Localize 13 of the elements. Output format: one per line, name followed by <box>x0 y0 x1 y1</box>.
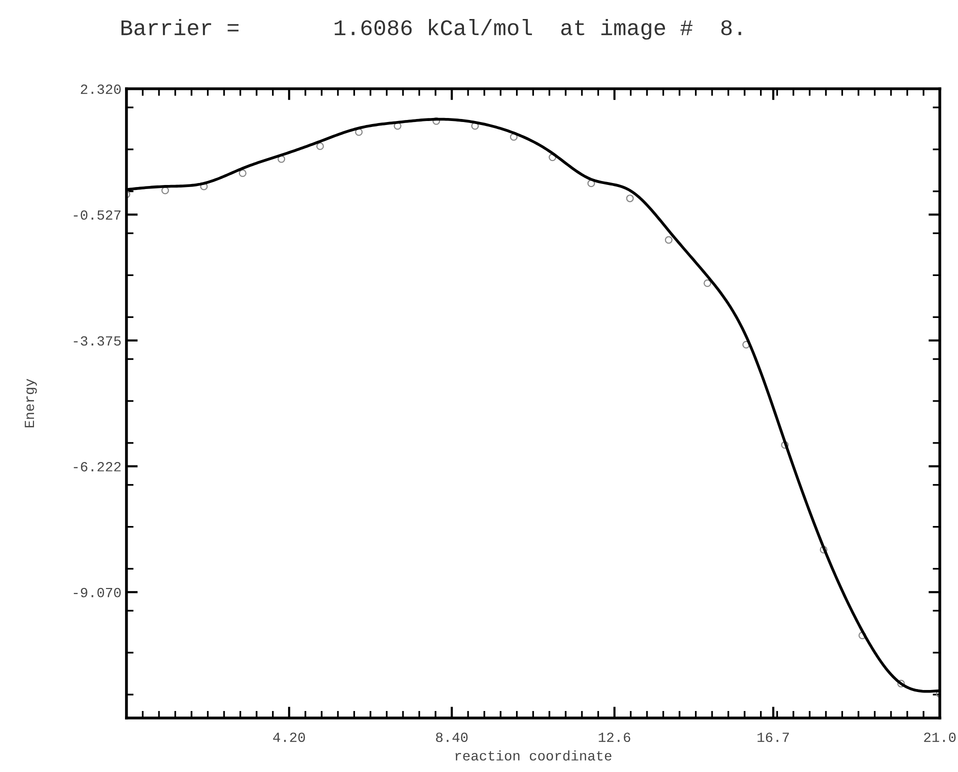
y-tick-label: -6.222 <box>74 462 121 472</box>
y-tick-label: -0.527 <box>74 210 121 220</box>
x-tick-label: 12.6 <box>598 732 630 742</box>
x-tick-label: 4.20 <box>273 732 305 742</box>
y-tick-label: 2.320 <box>80 84 121 94</box>
x-axis-title: reaction coordinate <box>456 750 612 761</box>
x-tick-label: 8.40 <box>436 732 468 742</box>
x-tick-label: 16.7 <box>758 732 789 742</box>
y-tick-label: -3.375 <box>74 336 121 346</box>
y-tick-label: -9.070 <box>74 588 121 598</box>
chart-title: Barrier = 1.6086 kCal/mol at image # 8. <box>122 18 742 40</box>
y-axis-title: Energy <box>24 378 37 428</box>
x-tick-label: 21.0 <box>924 732 956 742</box>
